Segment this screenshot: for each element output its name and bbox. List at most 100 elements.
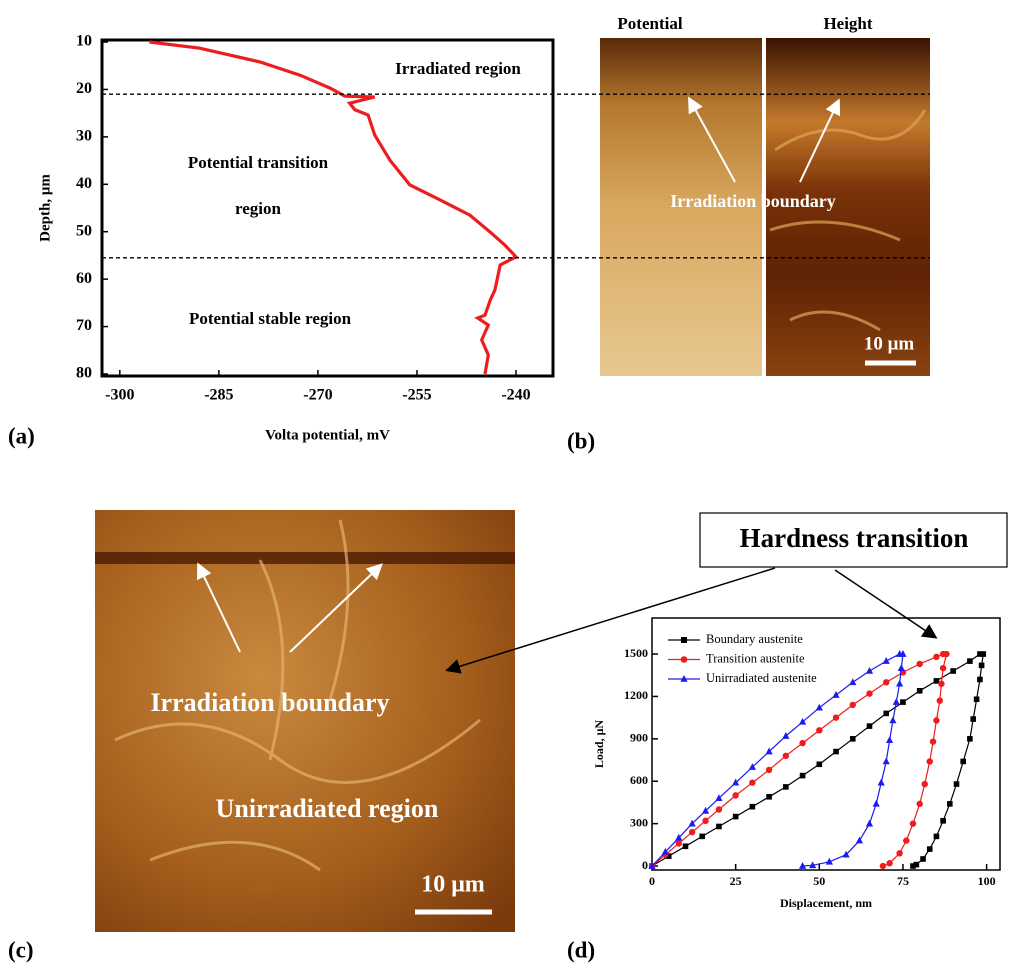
marker <box>766 767 772 773</box>
marker <box>960 759 966 765</box>
y-tick-label: 900 <box>630 731 648 745</box>
panel-label: (c) <box>8 937 34 962</box>
y-axis-title: Load, μN <box>592 720 606 768</box>
marker <box>833 749 839 755</box>
marker <box>920 856 926 862</box>
x-tick-label: -270 <box>303 387 332 404</box>
marker <box>766 794 772 800</box>
panel-label: (b) <box>567 428 595 453</box>
marker <box>873 800 880 807</box>
marker <box>922 781 928 787</box>
marker <box>732 792 738 798</box>
x-tick-label: -240 <box>501 387 530 404</box>
marker <box>816 704 823 711</box>
annotation: Potential transition <box>188 153 329 172</box>
marker <box>800 773 806 779</box>
marker <box>866 690 872 696</box>
marker <box>934 834 940 840</box>
marker <box>977 677 983 683</box>
marker <box>938 681 944 687</box>
marker <box>880 863 886 869</box>
marker <box>937 697 943 703</box>
legend-label: Transition austenite <box>706 651 805 665</box>
figure: Potential Height Irradiation boundary 10… <box>0 0 1011 969</box>
marker <box>689 829 695 835</box>
marker <box>979 663 985 669</box>
x-axis-title: Volta potential, mV <box>265 427 390 443</box>
marker <box>878 779 885 786</box>
y-tick-label: 60 <box>76 270 92 287</box>
x-tick-label: 75 <box>897 874 909 888</box>
marker <box>933 654 939 660</box>
marker <box>974 696 980 702</box>
y-tick-label: 600 <box>630 773 648 787</box>
y-tick-label: 20 <box>76 80 92 97</box>
x-tick-label: -300 <box>105 387 134 404</box>
marker <box>954 781 960 787</box>
marker <box>716 806 722 812</box>
marker <box>916 801 922 807</box>
irradiation-band <box>95 552 515 564</box>
legend-label: Unirradiated austenite <box>706 671 817 685</box>
marker <box>799 718 806 725</box>
y-tick-label: 1200 <box>624 688 648 702</box>
marker <box>816 727 822 733</box>
annotation: region <box>235 199 282 218</box>
marker <box>927 846 933 852</box>
annotation: Irradiation boundary <box>670 191 836 211</box>
x-axis-title: Displacement, nm <box>780 896 872 910</box>
x-tick-label: 25 <box>730 874 742 888</box>
image-label: Height <box>823 14 872 33</box>
marker <box>783 784 789 790</box>
annotation: Unirradiated region <box>216 794 439 823</box>
y-axis-title: Depth, μm <box>37 174 53 242</box>
marker <box>886 736 893 743</box>
marker <box>889 716 896 723</box>
y-tick-label: 70 <box>76 317 92 334</box>
marker <box>896 850 902 856</box>
marker <box>782 732 789 739</box>
marker <box>833 714 839 720</box>
image-label: Potential <box>617 14 682 33</box>
marker <box>699 834 705 840</box>
marker <box>883 757 890 764</box>
image-c <box>95 510 515 932</box>
marker <box>750 804 756 810</box>
panel-label: (a) <box>8 423 35 448</box>
marker <box>947 801 953 807</box>
marker <box>886 860 892 866</box>
marker <box>883 679 889 685</box>
marker <box>970 716 976 722</box>
marker <box>850 736 856 742</box>
marker <box>910 820 916 826</box>
marker <box>866 667 873 674</box>
marker <box>930 738 936 744</box>
x-tick-label: 0 <box>649 874 655 888</box>
panel-label: (d) <box>567 937 595 962</box>
marker <box>799 740 805 746</box>
height-map <box>95 510 515 932</box>
y-tick-label: 0 <box>642 858 648 872</box>
marker <box>967 658 973 664</box>
marker <box>927 758 933 764</box>
marker <box>950 668 956 674</box>
marker <box>910 863 916 869</box>
marker <box>683 843 689 849</box>
marker <box>856 837 863 844</box>
annotation: Irradiation boundary <box>150 688 389 717</box>
y-tick-label: 30 <box>76 128 92 145</box>
marker <box>940 665 946 671</box>
marker <box>940 818 946 824</box>
marker <box>900 699 906 705</box>
x-tick-label: 100 <box>978 874 996 888</box>
marker <box>980 651 986 657</box>
marker <box>866 820 873 827</box>
marker <box>867 723 873 729</box>
y-tick-label: 1500 <box>624 646 648 660</box>
marker <box>783 753 789 759</box>
marker <box>883 657 890 664</box>
legend-marker <box>681 637 687 643</box>
legend-label: Boundary austenite <box>706 632 803 646</box>
marker <box>933 717 939 723</box>
marker <box>898 664 905 671</box>
